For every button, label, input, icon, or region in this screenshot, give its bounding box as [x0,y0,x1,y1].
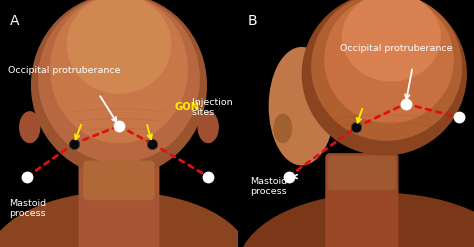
Ellipse shape [0,191,250,247]
Ellipse shape [324,0,454,124]
Ellipse shape [238,193,474,247]
Ellipse shape [342,0,441,82]
Ellipse shape [19,111,40,143]
Ellipse shape [38,0,200,163]
Text: Occipital protruberance: Occipital protruberance [8,66,120,75]
FancyBboxPatch shape [83,161,155,200]
Ellipse shape [269,47,335,165]
Ellipse shape [273,114,292,143]
Text: GON: GON [175,103,200,112]
Ellipse shape [31,0,207,177]
FancyBboxPatch shape [325,153,399,247]
Ellipse shape [198,111,219,143]
Ellipse shape [67,0,171,94]
Ellipse shape [50,0,188,143]
Text: Occipital protruberance: Occipital protruberance [340,44,452,53]
Ellipse shape [311,0,462,141]
Text: Injection
 sites: Injection sites [189,98,233,117]
FancyBboxPatch shape [79,156,159,247]
Ellipse shape [301,0,467,156]
FancyBboxPatch shape [328,156,396,190]
Text: Mastoid
process: Mastoid process [9,199,46,218]
Text: A: A [9,14,19,28]
Text: B: B [247,14,257,28]
Text: Mastoid
process: Mastoid process [250,177,287,196]
